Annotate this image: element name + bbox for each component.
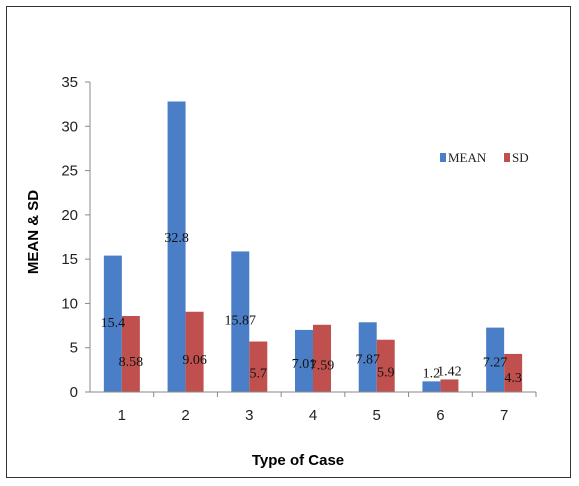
y-axis-title: MEAN & SD — [25, 190, 42, 274]
legend-swatch-mean — [440, 153, 446, 162]
bar-mean-6 — [422, 381, 441, 392]
bar-sd-5 — [376, 339, 395, 392]
data-labels: 15.4 8.58 32.8 9.06 15.87 5.7 7.017.59 7.875.9 1… — [101, 231, 522, 386]
x-tick-label: 3 — [245, 407, 253, 424]
x-axis-title: Type of Case — [252, 452, 344, 469]
y-tick-label: 10 — [61, 295, 78, 312]
bar-mean-3 — [231, 251, 250, 392]
bar-sd-6 — [440, 379, 459, 392]
data-label-mean-2: 32.8 — [164, 231, 189, 246]
legend-label-sd: SD — [512, 150, 529, 165]
x-tick-label: 6 — [436, 407, 444, 424]
bar-mean-5 — [358, 322, 377, 392]
y-tick-label: 30 — [61, 118, 78, 135]
data-label-mean-6: 1.2 — [423, 366, 441, 381]
bar-sd-1 — [121, 316, 140, 392]
x-tick-label: 5 — [373, 407, 381, 424]
bar-mean-4 — [295, 329, 313, 392]
y-tick-label: 25 — [61, 163, 78, 180]
y-axis-ticks: 0 5 10 15 20 25 30 35 — [61, 74, 90, 401]
y-tick-label: 20 — [61, 207, 78, 224]
data-label-mean-3: 15.87 — [225, 314, 257, 329]
bar-sd-2 — [185, 311, 204, 392]
bar-mean-1 — [103, 255, 122, 392]
y-tick-label: 5 — [70, 340, 78, 357]
bar-mean-2 — [167, 101, 186, 392]
x-tick-label: 2 — [181, 407, 189, 424]
legend: MEAN SD — [440, 150, 529, 165]
y-tick-label: 35 — [61, 74, 78, 91]
data-label-mean-4: 7.01 — [292, 357, 317, 372]
data-label-sd-5: 5.9 — [377, 365, 395, 380]
bar-sd-4 — [313, 324, 331, 392]
bars — [103, 101, 523, 392]
data-label-sd-7: 4.3 — [504, 371, 522, 386]
chart-frame — [6, 6, 571, 478]
data-label-sd-1: 8.58 — [119, 355, 144, 370]
data-label-mean-5: 7.87 — [355, 353, 380, 368]
data-label-sd-4: 7.59 — [310, 359, 335, 374]
x-tick-label: 7 — [500, 407, 508, 424]
legend-label-mean: MEAN — [448, 150, 487, 165]
data-label-mean-7: 7.27 — [483, 356, 508, 371]
y-tick-label: 0 — [70, 384, 78, 401]
x-tick-label: 4 — [309, 407, 317, 424]
bar-sd-3 — [249, 341, 268, 392]
data-label-sd-3: 5.7 — [250, 366, 268, 381]
data-label-sd-6: 1.42 — [437, 364, 462, 379]
data-label-mean-1: 15.4 — [101, 316, 126, 331]
x-tick-label: 1 — [118, 407, 126, 424]
bar-mean-7 — [486, 327, 505, 392]
bar-sd-7 — [504, 353, 523, 392]
legend-swatch-sd — [504, 153, 510, 162]
x-axis-ticks: 1 2 3 4 5 6 7 — [118, 392, 537, 424]
y-tick-label: 15 — [61, 251, 78, 268]
data-label-sd-2: 9.06 — [182, 353, 207, 368]
